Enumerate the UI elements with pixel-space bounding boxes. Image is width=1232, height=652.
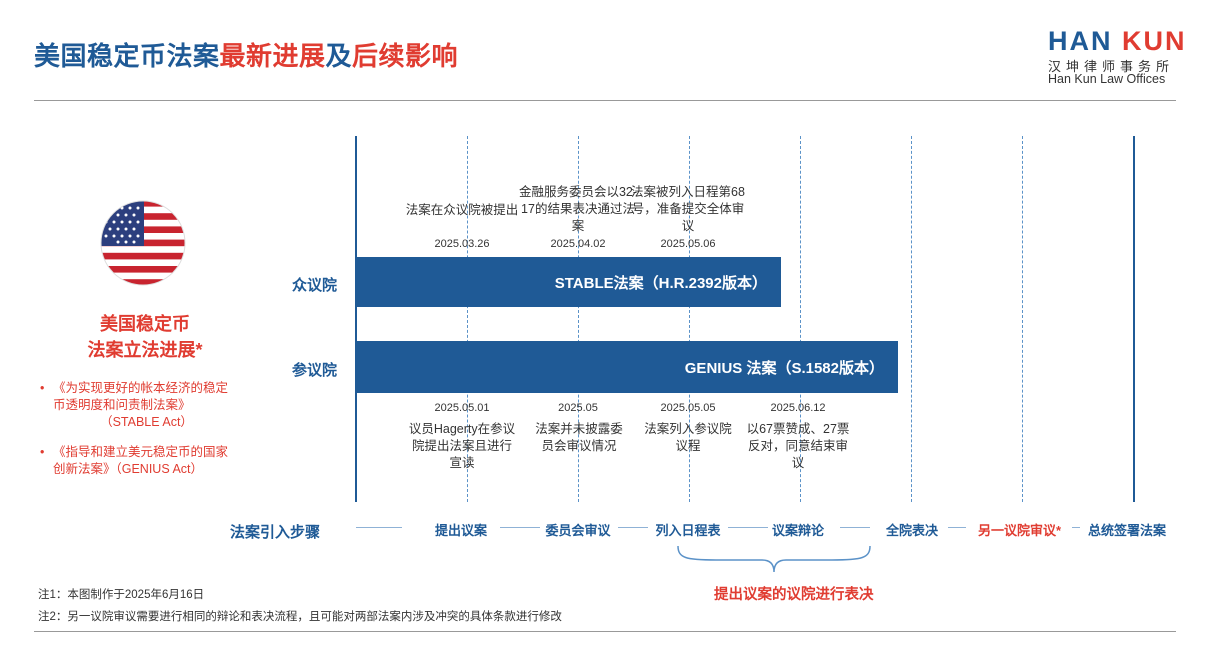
senate-bill-bar: GENIUS 法案（S.1582版本） [356, 341, 898, 393]
senate-event-date: 2025.05 [558, 402, 598, 414]
step-debate: 议案辩论 [771, 523, 824, 538]
step-full-vote: 全院表决 [885, 523, 938, 538]
house-event-text: 法案被列入日程第68号，准备提交全体审议 [631, 185, 745, 233]
senate-event-date: 2025.05.01 [434, 402, 490, 414]
step-committee-review: 委员会审议 [545, 523, 611, 538]
senate-event-text: 法案并未披露委员会审议情况 [535, 422, 623, 453]
step-divider-line [467, 136, 468, 502]
house-event-text: 法案在众议院被提出 [405, 203, 519, 217]
house-event-date: 2025.05.06 [660, 238, 716, 250]
step-president-sign: 总统签署法案 [1088, 523, 1167, 538]
side-title: 美国稳定币 法案立法进展* [50, 311, 240, 363]
senate-event-date: 2025.05.05 [660, 402, 716, 414]
senate-event-text: 以67票赞成、27票反对，同意结束审议 [746, 422, 850, 470]
timeline-end-line [1133, 136, 1135, 502]
step-connector [1072, 527, 1080, 528]
senate-event-text: 议员Hagerty在参议院提出法案且进行宣读 [408, 422, 516, 470]
house-event-text: 金融服务委员会以32-17的结果表决通过法案 [518, 185, 638, 233]
step-divider-line [911, 136, 912, 502]
brace-icon [677, 545, 871, 573]
senate-event-text: 法案列入参议院议程 [644, 422, 732, 453]
step-divider-line [800, 136, 801, 502]
step-divider-line [689, 136, 690, 502]
title-part-3: 及 [325, 41, 353, 71]
bullet-stable-act: • 《为实现更好的帐本经济的稳定币透明度和问责制法案》 （STABLE Act） [40, 380, 240, 431]
bullet-subtext: （STABLE Act） [100, 415, 193, 429]
step-propose: 提出议案 [434, 523, 487, 538]
step-divider-line [1022, 136, 1023, 502]
bullet-genius-act: • 《指导和建立美元稳定币的国家创新法案》（GENIUS Act） [40, 444, 240, 478]
logo-kun: KUN [1122, 26, 1187, 56]
title-part-4: 后续影响 [352, 41, 459, 71]
footer-divider [34, 631, 1176, 632]
house-event-date: 2025.04.02 [550, 238, 606, 250]
steps-label: 法案引入步骤 [230, 524, 321, 541]
title-part-1: 美国稳定币法案 [34, 41, 220, 71]
title-part-2: 最新进展 [219, 41, 326, 71]
us-flag-icon [100, 200, 186, 286]
logo-chinese: 汉坤律师事务所 [1048, 59, 1175, 74]
house-label: 众议院 [292, 277, 338, 294]
step-calendar: 列入日程表 [655, 523, 721, 538]
house-event-date: 2025.03.26 [434, 238, 490, 250]
senate-label: 参议院 [292, 362, 338, 379]
senate-event-date: 2025.06.12 [770, 402, 826, 414]
side-title-line-1: 美国稳定币 [100, 314, 190, 334]
bullet-text: 《为实现更好的帐本经济的稳定币透明度和问责制法案》 [53, 381, 229, 412]
senate-bill-label: GENIUS 法案（S.1582版本） [684, 359, 884, 377]
logo-english: Han Kun Law Offices [1048, 72, 1166, 86]
bullet-marker: • [40, 445, 45, 459]
header-divider [34, 100, 1176, 101]
step-connector [356, 527, 402, 528]
note-1: 注1：本图制作于2025年6月16日 [38, 589, 205, 601]
page-title: 美国稳定币法案最新进展及后续影响 [34, 36, 458, 73]
step-connector [500, 527, 540, 528]
step-other-chamber: 另一议院审议* [978, 523, 1062, 538]
bullet-marker: • [40, 381, 45, 395]
step-divider-line [578, 136, 579, 502]
timeline-start-line [355, 136, 357, 502]
bullet-text: 《指导和建立美元稳定币的国家创新法案》（GENIUS Act） [53, 445, 229, 476]
step-connector [948, 527, 966, 528]
logo-han: HAN [1048, 26, 1113, 56]
logo: HAN KUN [1048, 26, 1187, 57]
side-title-line-2: 法案立法进展* [87, 340, 203, 360]
step-connector [618, 527, 648, 528]
step-connector [728, 527, 768, 528]
note-2: 注2：另一议院审议需要进行相同的辩论和表决流程，且可能对两部法案内涉及冲突的具体… [38, 611, 562, 623]
house-bill-label: STABLE法案（H.R.2392版本） [554, 274, 767, 292]
step-connector [840, 527, 870, 528]
house-bill-bar: STABLE法案（H.R.2392版本） [356, 257, 781, 307]
brace-label: 提出议案的议院进行表决 [714, 587, 874, 603]
